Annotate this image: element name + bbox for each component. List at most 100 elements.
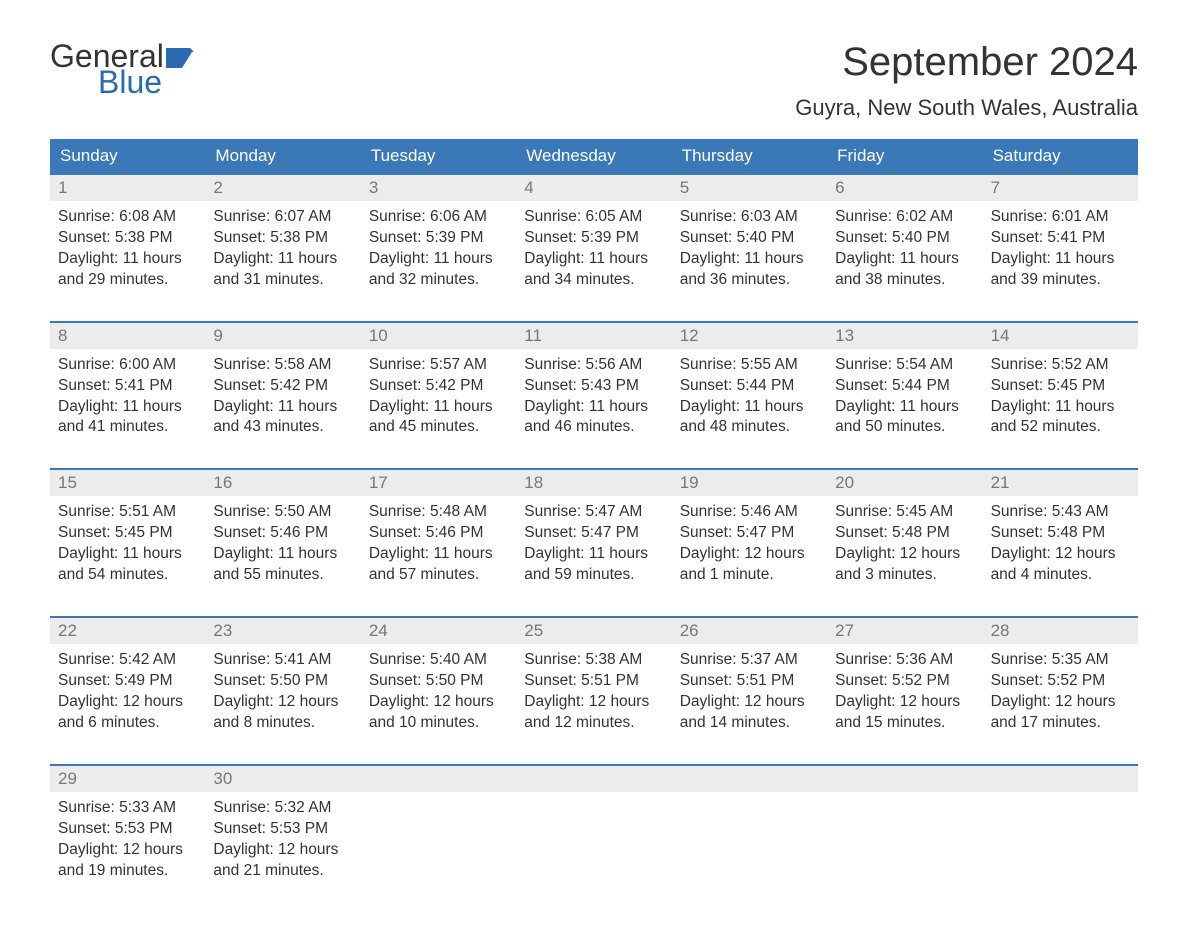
day-cell bbox=[827, 792, 982, 898]
daylight-line: Daylight: 11 hours and 36 minutes. bbox=[680, 249, 819, 291]
daylight-line: Daylight: 11 hours and 55 minutes. bbox=[213, 544, 352, 586]
week-row: 2930Sunrise: 5:33 AMSunset: 5:53 PMDayli… bbox=[50, 764, 1138, 898]
day-cell: Sunrise: 5:54 AMSunset: 5:44 PMDaylight:… bbox=[827, 349, 982, 455]
daylight-line: Daylight: 11 hours and 45 minutes. bbox=[369, 397, 508, 439]
sunrise-line: Sunrise: 5:51 AM bbox=[58, 502, 197, 523]
day-number bbox=[361, 766, 516, 792]
day-number: 18 bbox=[516, 470, 671, 496]
daylight-line: Daylight: 12 hours and 10 minutes. bbox=[369, 692, 508, 734]
location-subtitle: Guyra, New South Wales, Australia bbox=[795, 95, 1138, 121]
sunrise-line: Sunrise: 5:58 AM bbox=[213, 355, 352, 376]
day-number: 30 bbox=[205, 766, 360, 792]
week-row: 1234567 Sunrise: 6:08 AM Sunset: 5:38 PM Da… bbox=[50, 173, 1138, 307]
day-number: 6 bbox=[827, 175, 982, 201]
daylight-line: Daylight: 11 hours and 48 minutes. bbox=[680, 397, 819, 439]
day-cell: Sunrise: 5:57 AMSunset: 5:42 PMDaylight:… bbox=[361, 349, 516, 455]
sunset-line: Sunset: 5:44 PM bbox=[835, 376, 974, 397]
daylight-line: Daylight: 12 hours and 4 minutes. bbox=[991, 544, 1130, 586]
day-cell: Sunrise: 6:05 AMSunset: 5:39 PMDaylight:… bbox=[516, 201, 671, 307]
title-block: September 2024 Guyra, New South Wales, A… bbox=[795, 40, 1138, 121]
weekday-thursday: Thursday bbox=[672, 139, 827, 173]
sunset-line: Sunset: 5:53 PM bbox=[213, 819, 352, 840]
sunrise-line: Sunrise: 5:52 AM bbox=[991, 355, 1130, 376]
week-row: 891011121314Sunrise: 6:00 AMSunset: 5:41… bbox=[50, 321, 1138, 455]
daylight-line: Daylight: 11 hours and 32 minutes. bbox=[369, 249, 508, 291]
day-cell: Sunrise: 5:45 AMSunset: 5:48 PMDaylight:… bbox=[827, 496, 982, 602]
sunrise-line: Sunrise: 5:33 AM bbox=[58, 798, 197, 819]
sunset-line: Sunset: 5:50 PM bbox=[369, 671, 508, 692]
sunrise-line: Sunrise: 5:56 AM bbox=[524, 355, 663, 376]
day-cell bbox=[516, 792, 671, 898]
day-number: 29 bbox=[50, 766, 205, 792]
sunset-line: Sunset: 5:48 PM bbox=[991, 523, 1130, 544]
sunrise-line: Sunrise: 5:38 AM bbox=[524, 650, 663, 671]
day-cell: Sunrise: 5:56 AMSunset: 5:43 PMDaylight:… bbox=[516, 349, 671, 455]
sunrise-line: Sunrise: 5:55 AM bbox=[680, 355, 819, 376]
sunrise-line: Sunrise: 6:00 AM bbox=[58, 355, 197, 376]
day-cell: Sunrise: 6:01 AMSunset: 5:41 PMDaylight:… bbox=[983, 201, 1138, 307]
day-cell: Sunrise: 5:37 AMSunset: 5:51 PMDaylight:… bbox=[672, 644, 827, 750]
day-number: 19 bbox=[672, 470, 827, 496]
day-cell: Sunrise: 5:52 AMSunset: 5:45 PMDaylight:… bbox=[983, 349, 1138, 455]
day-number-row: 15161718192021 bbox=[50, 470, 1138, 496]
day-number: 4 bbox=[516, 175, 671, 201]
month-title: September 2024 bbox=[795, 40, 1138, 85]
day-cell: Sunrise: 5:38 AMSunset: 5:51 PMDaylight:… bbox=[516, 644, 671, 750]
sunrise-line: Sunrise: 5:50 AM bbox=[213, 502, 352, 523]
weekday-wednesday: Wednesday bbox=[516, 139, 671, 173]
daylight-line: Daylight: 11 hours and 41 minutes. bbox=[58, 397, 197, 439]
sunrise-line: Sunrise: 5:40 AM bbox=[369, 650, 508, 671]
day-number: 22 bbox=[50, 618, 205, 644]
sunset-line: Sunset: 5:41 PM bbox=[58, 376, 197, 397]
daylight-line: Daylight: 11 hours and 43 minutes. bbox=[213, 397, 352, 439]
sunset-line: Sunset: 5:44 PM bbox=[680, 376, 819, 397]
sunrise-line: Sunrise: 5:36 AM bbox=[835, 650, 974, 671]
sunrise-line: Sunrise: 5:41 AM bbox=[213, 650, 352, 671]
day-number: 10 bbox=[361, 323, 516, 349]
day-cell bbox=[672, 792, 827, 898]
day-cell: Sunrise: 5:32 AMSunset: 5:53 PMDaylight:… bbox=[205, 792, 360, 898]
sunrise-line: Sunrise: 6:03 AM bbox=[680, 207, 819, 228]
sunset-line: Sunset: 5:53 PM bbox=[58, 819, 197, 840]
sunset-line: Sunset: 5:40 PM bbox=[680, 228, 819, 249]
day-number: 9 bbox=[205, 323, 360, 349]
day-cell: Sunrise: 6:06 AMSunset: 5:39 PMDaylight:… bbox=[361, 201, 516, 307]
daylight-line: Daylight: 11 hours and 34 minutes. bbox=[524, 249, 663, 291]
day-cell: Sunrise: 5:36 AMSunset: 5:52 PMDaylight:… bbox=[827, 644, 982, 750]
daylight-line: Daylight: 11 hours and 29 minutes. bbox=[58, 249, 197, 291]
day-number: 12 bbox=[672, 323, 827, 349]
sunset-line: Sunset: 5:50 PM bbox=[213, 671, 352, 692]
sunrise-line: Sunrise: 6:08 AM bbox=[58, 207, 197, 228]
day-cell: Sunrise: 5:50 AMSunset: 5:46 PMDaylight:… bbox=[205, 496, 360, 602]
sunset-line: Sunset: 5:46 PM bbox=[369, 523, 508, 544]
day-cell: Sunrise: 5:51 AMSunset: 5:45 PMDaylight:… bbox=[50, 496, 205, 602]
day-number: 28 bbox=[983, 618, 1138, 644]
day-cell: Sunrise: 5:40 AMSunset: 5:50 PMDaylight:… bbox=[361, 644, 516, 750]
day-number: 1 bbox=[50, 175, 205, 201]
sunset-line: Sunset: 5:47 PM bbox=[680, 523, 819, 544]
day-cell: Sunrise: 6:02 AMSunset: 5:40 PMDaylight:… bbox=[827, 201, 982, 307]
day-number: 8 bbox=[50, 323, 205, 349]
brand-logo: General Blue bbox=[50, 40, 198, 98]
sunset-line: Sunset: 5:51 PM bbox=[680, 671, 819, 692]
day-cell: Sunrise: 5:55 AMSunset: 5:44 PMDaylight:… bbox=[672, 349, 827, 455]
day-cell bbox=[983, 792, 1138, 898]
day-number bbox=[672, 766, 827, 792]
day-cell: Sunrise: 5:41 AMSunset: 5:50 PMDaylight:… bbox=[205, 644, 360, 750]
day-number: 11 bbox=[516, 323, 671, 349]
day-cell: Sunrise: 6:03 AMSunset: 5:40 PMDaylight:… bbox=[672, 201, 827, 307]
sunset-line: Sunset: 5:46 PM bbox=[213, 523, 352, 544]
day-cell: Sunrise: 6:07 AMSunset: 5:38 PMDaylight:… bbox=[205, 201, 360, 307]
sunrise-line: Sunrise: 6:07 AM bbox=[213, 207, 352, 228]
day-cell: Sunrise: 5:46 AMSunset: 5:47 PMDaylight:… bbox=[672, 496, 827, 602]
sunset-line: Sunset: 5:38 PM bbox=[213, 228, 352, 249]
day-number-row: 1234567 bbox=[50, 175, 1138, 201]
daylight-line: Daylight: 12 hours and 8 minutes. bbox=[213, 692, 352, 734]
day-number: 17 bbox=[361, 470, 516, 496]
day-number: 7 bbox=[983, 175, 1138, 201]
sunrise-line: Sunrise: 6:01 AM bbox=[991, 207, 1130, 228]
header: General Blue September 2024 Guyra, New S… bbox=[50, 40, 1138, 121]
daylight-line: Daylight: 11 hours and 54 minutes. bbox=[58, 544, 197, 586]
brand-line2: Blue bbox=[98, 66, 198, 98]
day-cell: Sunrise: 5:35 AMSunset: 5:52 PMDaylight:… bbox=[983, 644, 1138, 750]
